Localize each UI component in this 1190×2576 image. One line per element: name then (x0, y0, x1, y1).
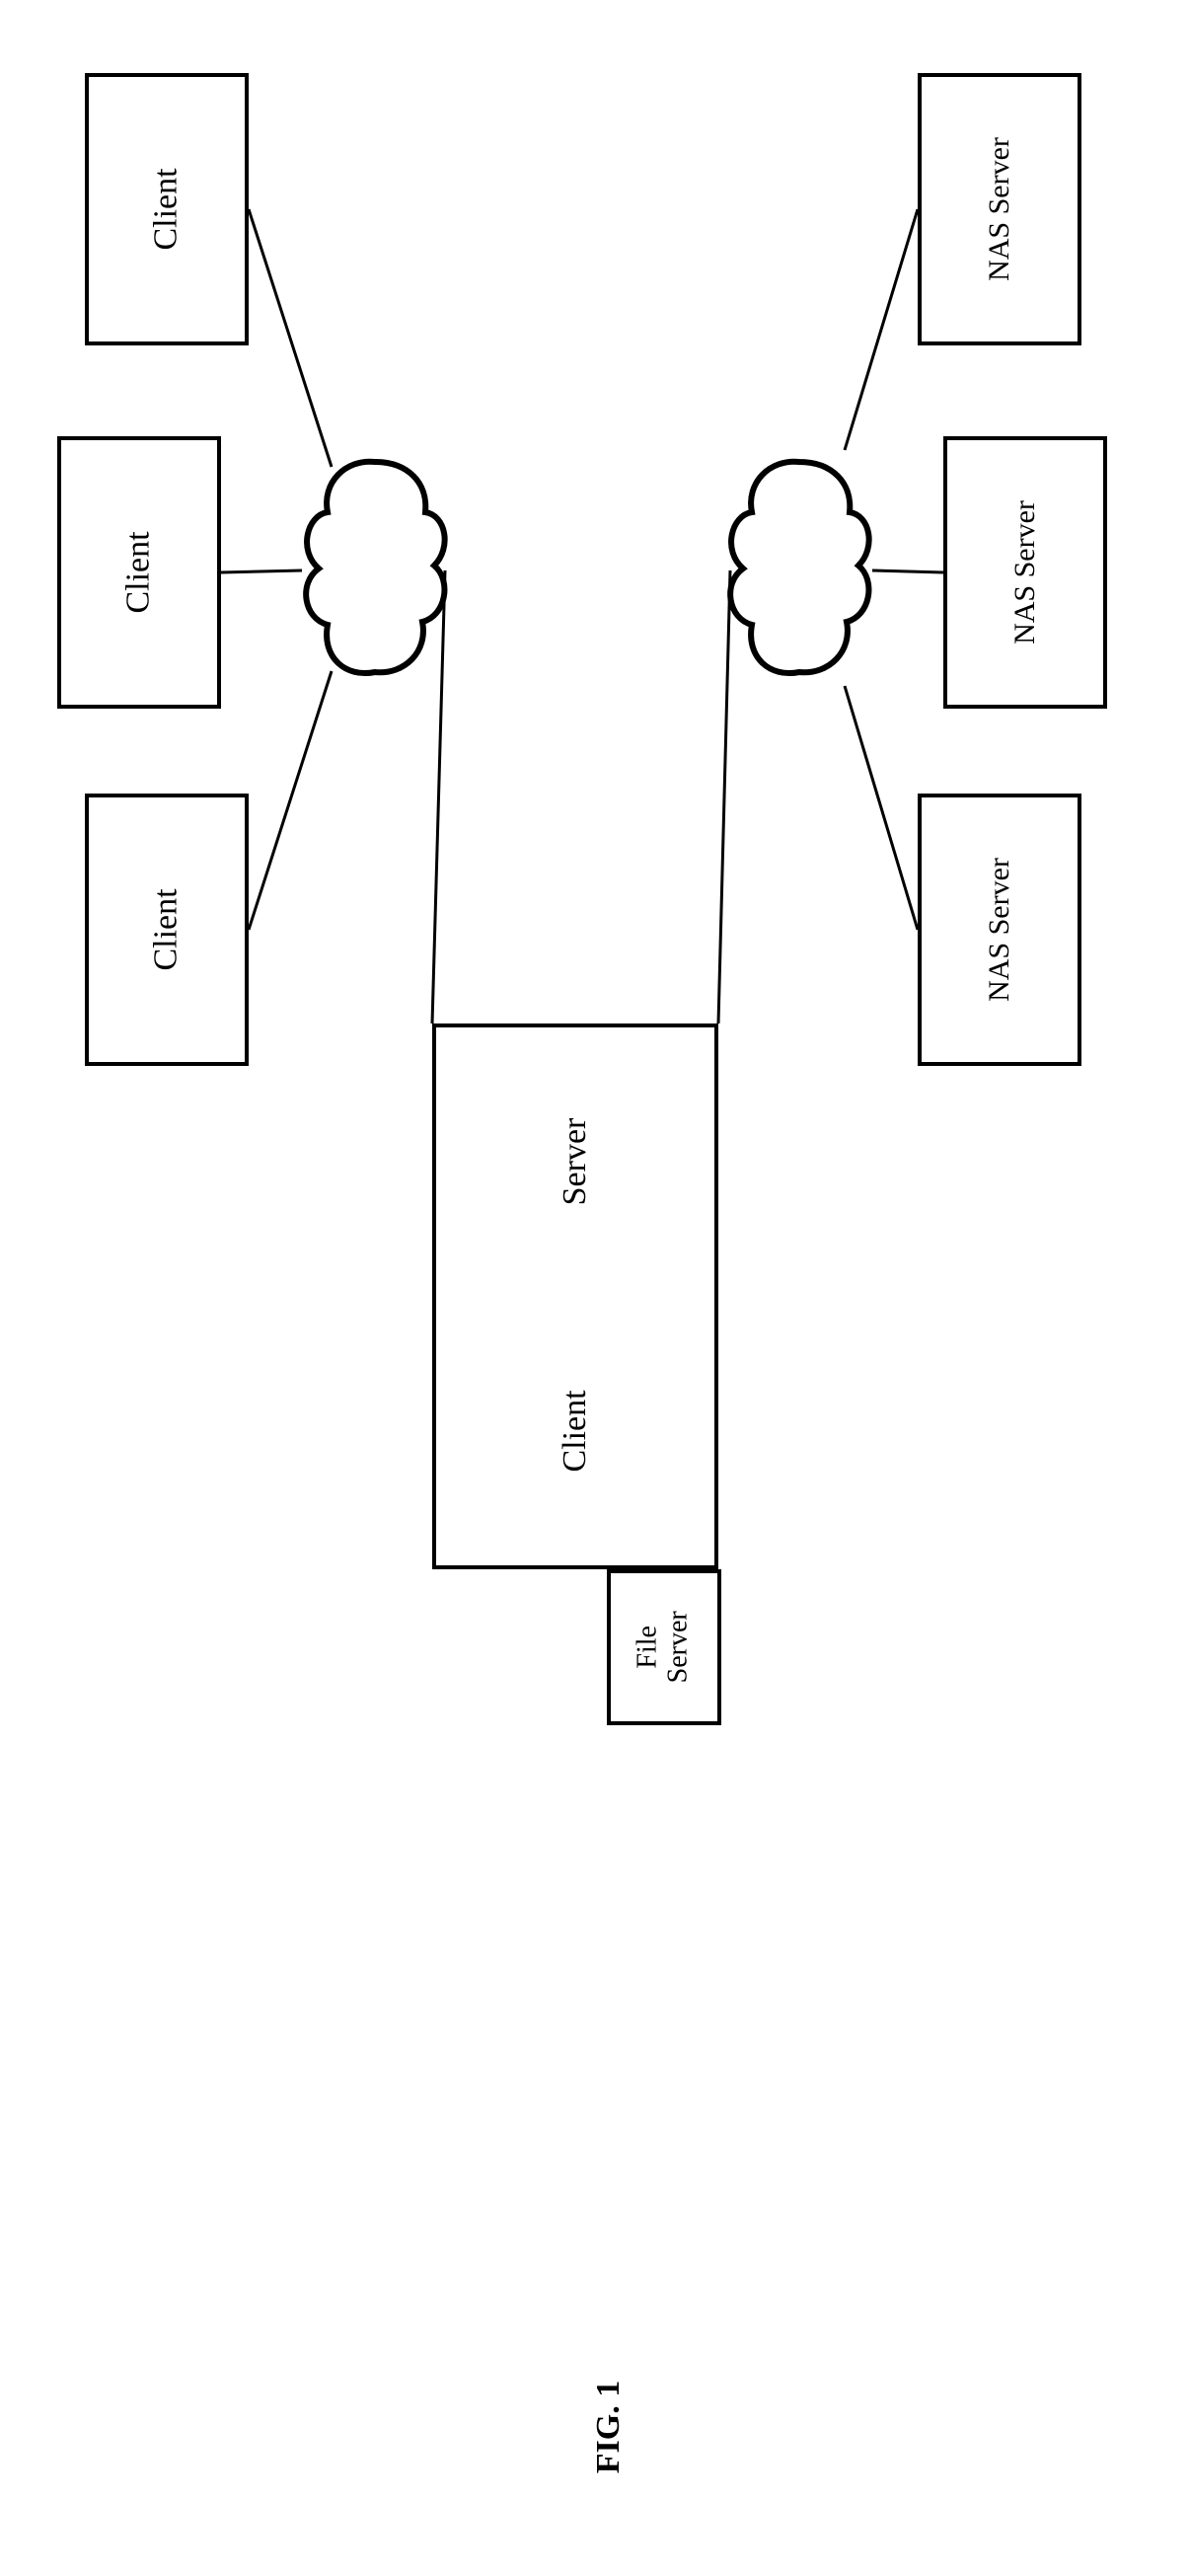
switch-client-label: Client (557, 1390, 594, 1472)
figure-canvas: File Switch FIG. 1 Server Client FileSer… (0, 0, 1190, 2576)
figure-caption-text: FIG. 1 (590, 2381, 627, 2473)
cloud-right (725, 447, 873, 695)
nas-server-box: NAS Server (918, 794, 1081, 1066)
file-switch-box: Server Client (432, 1023, 718, 1569)
client-box: Client (85, 73, 249, 345)
client-label: Client (148, 168, 186, 250)
figure-caption: FIG. 1 (590, 2381, 628, 2473)
nas-label: NAS Server (983, 137, 1016, 281)
switch-server-label: Server (557, 1118, 594, 1206)
file-server-box: FileServer (607, 1569, 721, 1725)
nas-label: NAS Server (983, 858, 1016, 1002)
cloud-left (301, 447, 449, 695)
client-label: Client (148, 888, 186, 970)
client-box: Client (57, 436, 221, 709)
nas-label: NAS Server (1008, 500, 1042, 644)
client-box: Client (85, 794, 249, 1066)
nas-server-box: NAS Server (943, 436, 1107, 709)
file-server-label: FileServer (633, 1611, 695, 1683)
client-label: Client (120, 531, 158, 613)
nas-server-box: NAS Server (918, 73, 1081, 345)
